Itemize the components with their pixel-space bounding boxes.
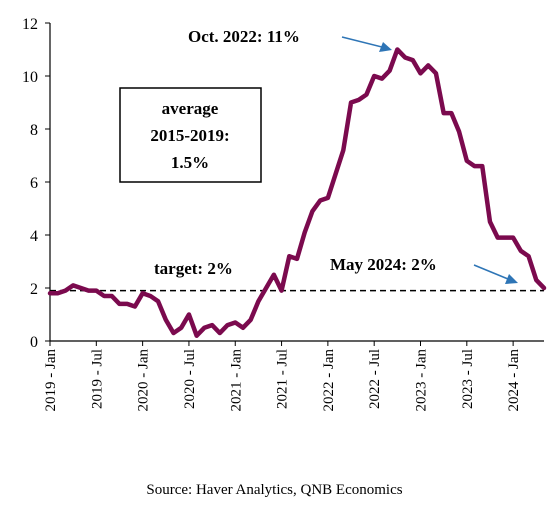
y-tick-label: 4: [30, 228, 38, 245]
x-tick-label: 2019 - Jan: [43, 349, 59, 412]
inflation-chart: 0 2 4 6 8 10 12 2019 - Jan 2019 - Jul 2020 - Jan…: [22, 16, 547, 412]
x-tick-label: 2024 - Jan: [506, 349, 522, 412]
peak-arrow-icon: [341, 36, 392, 52]
x-tick-label: 2023 - Jan: [414, 349, 430, 412]
y-tick-label: 2: [30, 281, 38, 298]
latest-annotation: May 2024: 2%: [330, 255, 437, 274]
average-box-line-2: 2015-2019:: [150, 126, 229, 145]
y-tick-label: 0: [30, 334, 38, 351]
y-tick-label: 6: [30, 175, 38, 192]
x-tick-label: 2020 - Jan: [136, 349, 152, 412]
y-tick-label: 12: [22, 16, 38, 33]
x-tick-label: 2022 - Jan: [321, 349, 337, 412]
source-note: Source: Haver Analytics, QNB Economics: [146, 482, 403, 498]
x-tick-label: 2020 - Jul: [182, 349, 198, 409]
x-tick-label: 2021 - Jul: [275, 349, 291, 409]
series-line: [47, 47, 547, 338]
average-annotation-box: average 2015-2019: 1.5%: [119, 87, 262, 183]
average-box-line-3: 1.5%: [171, 153, 209, 172]
peak-annotation: Oct. 2022: 11%: [188, 27, 300, 46]
y-tick-label: 10: [22, 69, 38, 86]
target-annotation: target: 2%: [154, 259, 233, 278]
x-tick-label: 2021 - Jan: [228, 349, 244, 412]
y-axis-ticks: 0 2 4 6 8 10 12: [22, 16, 50, 351]
x-tick-label: 2023 - Jul: [460, 349, 476, 409]
y-tick-label: 8: [30, 122, 38, 139]
x-axis-ticks: 2019 - Jan 2019 - Jul 2020 - Jan 2020 - Jul…: [43, 341, 522, 412]
x-tick-label: 2019 - Jul: [89, 349, 105, 409]
x-tick-label: 2022 - Jul: [367, 349, 383, 409]
latest-arrow-icon: [473, 264, 518, 284]
average-box-line-1: average: [162, 99, 219, 118]
